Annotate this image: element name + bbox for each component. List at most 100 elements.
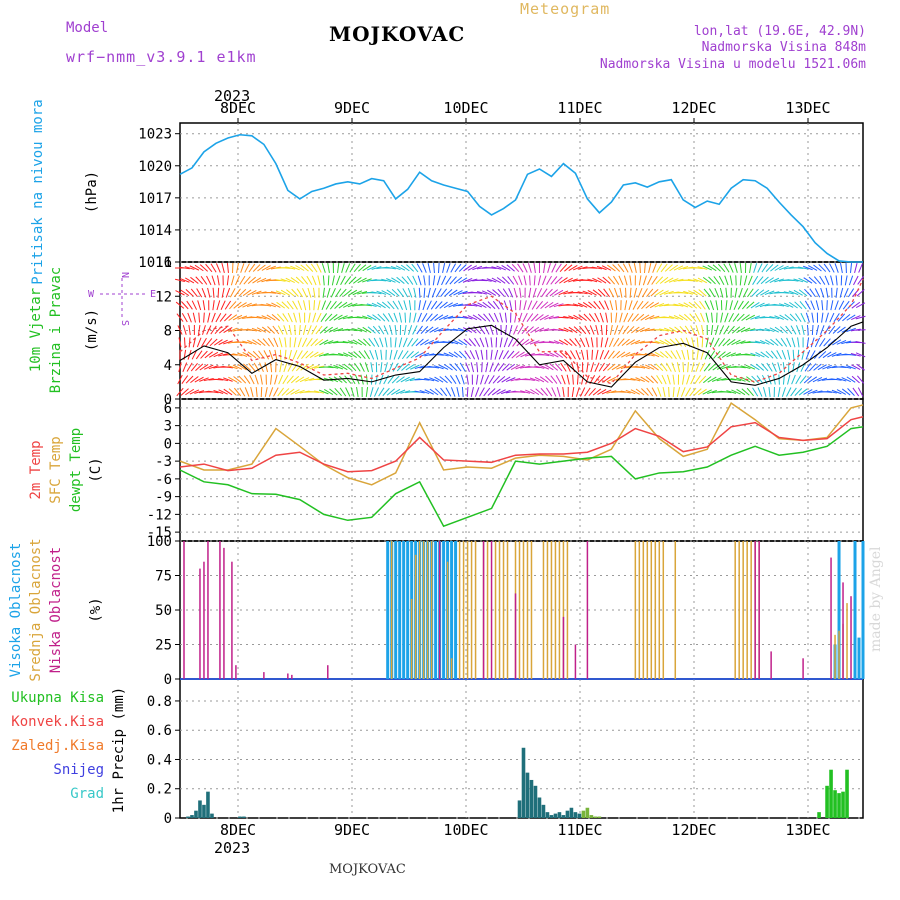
wind-arrow [703, 376, 712, 384]
precip-legend-item: Grad [70, 786, 104, 802]
wind-arrow [702, 276, 712, 284]
wind-arrow [742, 288, 749, 298]
wind-arrow [646, 387, 654, 397]
wind-arrow [260, 374, 263, 385]
wind-arrow [688, 301, 698, 309]
wind-arrow [678, 314, 688, 321]
wind-arrow [506, 363, 516, 371]
wind-arrow [724, 312, 729, 323]
wind-arrow [389, 325, 393, 335]
wind-arrow [699, 362, 706, 372]
footer-location: MOJKOVAC [329, 862, 406, 877]
wind-arrow [555, 374, 562, 385]
wind-arrow [686, 349, 690, 360]
wind-arrow [604, 300, 610, 310]
wind-arrow [654, 302, 665, 308]
wind-arrow [414, 390, 425, 394]
wind-arrow [458, 277, 468, 284]
wind-arrow [237, 352, 248, 357]
wind-arrow [846, 365, 856, 370]
wind-arrow [804, 362, 812, 372]
wind-arrow [264, 386, 268, 398]
wind-arrow [362, 326, 372, 334]
wind-arrow [675, 350, 682, 360]
wind-arrow [474, 387, 480, 397]
wind-arrow [387, 375, 395, 384]
wind-arrow [704, 350, 710, 360]
wind-arrow [448, 340, 459, 345]
wind-arrow [518, 312, 523, 323]
wind-arrow [216, 300, 221, 311]
wind-arrow [438, 314, 449, 321]
wind-arrow [448, 329, 459, 331]
wind-arrow [746, 387, 754, 397]
wind-arrow [554, 276, 563, 285]
wind-arrow [252, 350, 261, 359]
wind-arrow [586, 362, 589, 373]
cloud-bar-high [454, 541, 458, 679]
wind-arrow [572, 303, 583, 308]
wind-arrow [593, 301, 601, 310]
wind-arrow [855, 315, 866, 320]
wind-arrow [391, 277, 401, 284]
wind-arrow [282, 375, 289, 385]
wind-arrow [307, 287, 312, 298]
wind-arrow [318, 389, 329, 395]
wind-arrow [851, 364, 861, 371]
wind-arrow [400, 390, 411, 394]
wind-arrow [348, 289, 358, 296]
wind-arrow [577, 266, 588, 270]
wind-arrow [376, 302, 386, 309]
wind-arrow [434, 376, 444, 383]
wind-arrow [843, 288, 849, 298]
wind-arrow [190, 376, 199, 384]
wind-arrow [690, 325, 696, 335]
wind-arrow [415, 351, 425, 358]
wind-arrow [709, 337, 715, 348]
wind-arrow [630, 389, 640, 395]
wind-arrow [599, 312, 604, 323]
cloud-bar-high [386, 541, 390, 679]
wind-arrow [233, 376, 242, 384]
wind-arrow [601, 265, 612, 271]
wind-arrow [851, 301, 861, 309]
wind-arrow [472, 291, 483, 294]
wind-arrow [403, 324, 407, 336]
y-tick-label: 25 [155, 638, 172, 654]
wind-arrow [760, 289, 770, 296]
wind-arrow [453, 328, 463, 332]
wind-arrow [670, 350, 677, 360]
wind-arrow [782, 362, 786, 373]
wind-arrow [616, 351, 626, 359]
wind-arrow [559, 351, 568, 359]
wind-arrow [296, 350, 303, 360]
wind-arrow [481, 290, 492, 296]
wind-arrow [208, 365, 219, 370]
wind-arrow [645, 301, 654, 309]
wind-arrow [747, 275, 753, 286]
wind-arrow [217, 287, 220, 298]
wind-arrow [396, 363, 405, 372]
wind-arrow [306, 338, 313, 347]
wind-arrow [698, 388, 707, 396]
wind-arrow [778, 374, 780, 385]
wind-arrow [572, 374, 574, 385]
wind-arrow [213, 390, 224, 394]
wind-arrow [573, 314, 583, 321]
wind-arrow [255, 386, 258, 398]
wind-arrow [579, 337, 586, 348]
wind-arrow [735, 340, 746, 345]
sfc-temp-line [179, 402, 864, 486]
wind-arrow [457, 327, 468, 333]
wind-arrow [248, 263, 256, 273]
wind-arrow [247, 351, 257, 359]
wind-arrow [218, 339, 228, 346]
top-day-label: 8DEC [220, 99, 256, 117]
wind-arrow [550, 375, 558, 384]
wind-arrow [248, 363, 256, 372]
wind-arrow [808, 265, 818, 271]
precip-bar [589, 815, 594, 818]
wind-arrow [497, 362, 505, 372]
wind-arrow [343, 363, 353, 371]
wind-arrow [761, 263, 769, 273]
